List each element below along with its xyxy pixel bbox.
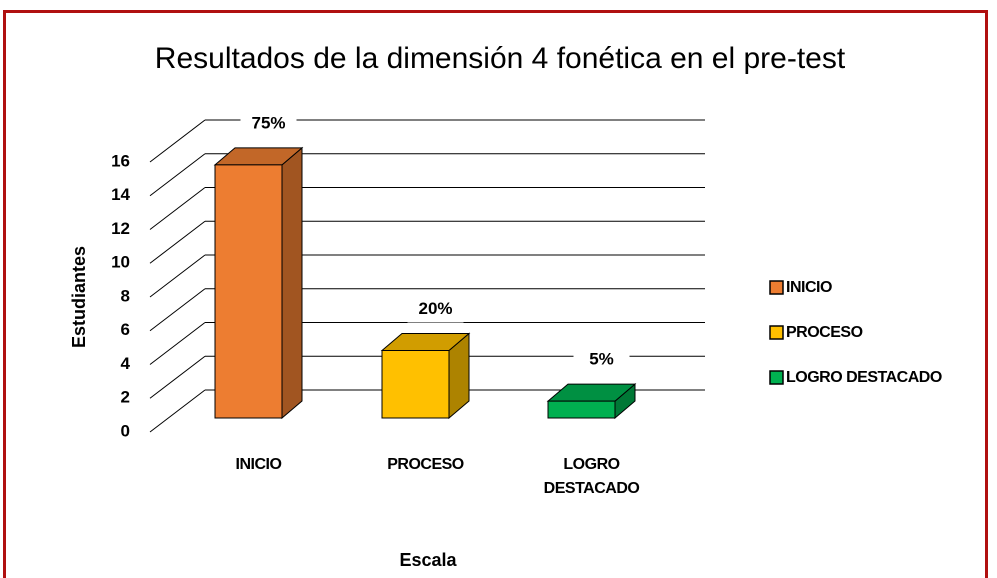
data-label: 20%	[418, 299, 452, 318]
bar	[214, 164, 283, 419]
y-tick-label: 0	[121, 421, 130, 440]
frame	[3, 10, 988, 578]
chart-title: Resultados de la dimensión 4 fonética en…	[155, 42, 846, 75]
grid-diagonal	[149, 288, 206, 332]
x-axis-label: Escala	[399, 550, 457, 570]
grid-diagonal	[149, 187, 206, 230]
x-tick-label: PROCESO	[387, 456, 464, 473]
data-label: 75%	[251, 113, 285, 132]
data-label-bg	[573, 347, 630, 374]
grid-diagonal	[149, 220, 206, 264]
bar	[547, 400, 616, 419]
y-tick-label: 14	[111, 185, 130, 204]
y-tick-label: 10	[111, 253, 130, 272]
bar-side	[281, 146, 303, 420]
y-tick-label: 6	[121, 320, 130, 339]
grid-diagonal	[149, 153, 206, 197]
legend-swatch	[769, 370, 784, 385]
y-tick-label: 2	[121, 388, 130, 407]
legend-label: INICIO	[786, 279, 832, 296]
y-tick-label: 12	[111, 219, 130, 238]
y-tick-label: 4	[121, 354, 131, 373]
grid-diagonal	[149, 119, 206, 163]
y-axis-label: Estudiantes	[69, 246, 89, 348]
data-label-bg	[240, 110, 297, 137]
y-tick-label: 16	[111, 151, 130, 170]
legend-swatch	[769, 280, 784, 295]
grid-diagonal	[149, 389, 206, 433]
legend-swatch	[769, 325, 784, 340]
grid-diagonal	[149, 355, 206, 399]
y-tick-label: 8	[121, 286, 130, 305]
grid-diagonal	[149, 254, 206, 298]
bar	[381, 350, 450, 419]
legend-label: PROCESO	[786, 324, 863, 341]
x-tick-label: INICIO	[235, 456, 282, 473]
data-label: 5%	[589, 350, 614, 369]
data-label-bg	[407, 296, 464, 323]
x-tick-label: LOGRO DESTACADO	[543, 456, 640, 497]
grid-diagonal	[149, 322, 206, 365]
legend-label: LOGRO DESTACADO	[786, 369, 942, 386]
